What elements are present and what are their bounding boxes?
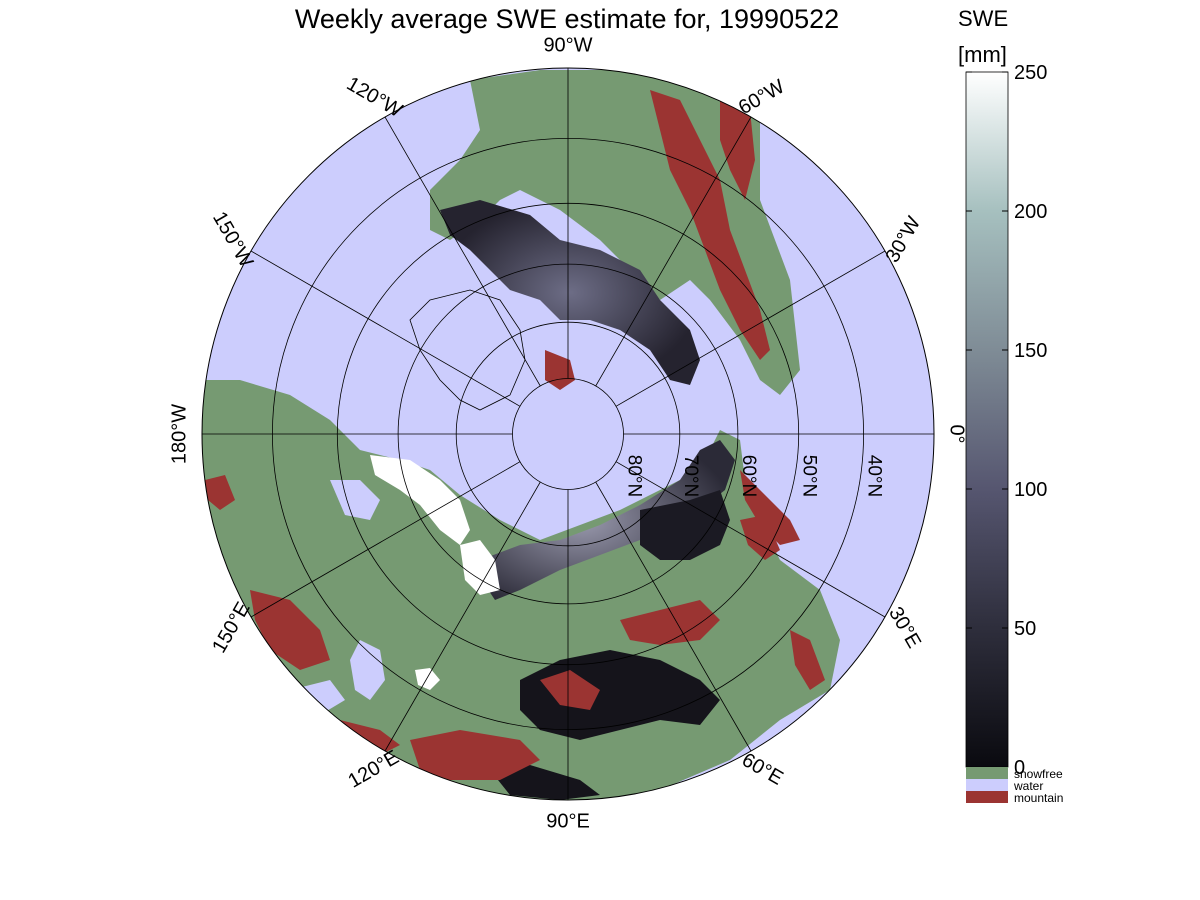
lat-label: 50°N — [799, 455, 820, 497]
mountain-iberia — [205, 475, 235, 510]
meridian-line — [595, 481, 752, 752]
colorbar: SWE [mm] 0 50 100 150 200 250 snowfreewatermo… — [958, 6, 1063, 805]
snow-himalaya — [490, 765, 600, 800]
lat-label: 40°N — [864, 455, 885, 497]
meridian-line — [250, 250, 521, 407]
colorbar-tick-label: 100 — [1014, 479, 1047, 501]
snow-east-siberia — [640, 490, 730, 560]
map-disc — [202, 68, 934, 800]
meridian-line — [615, 250, 886, 407]
legend-swatch-water — [966, 779, 1008, 791]
lat-label: 70°N — [680, 455, 701, 497]
colorbar-tick-label: 200 — [1014, 201, 1047, 223]
colorbar-title-unit: [mm] — [958, 42, 1007, 67]
meridian-line — [250, 461, 521, 618]
meridian-line — [384, 481, 541, 752]
colorbar-tick-label: 250 — [1014, 62, 1047, 84]
snow-canada-north — [440, 200, 700, 385]
legend-label-water: water — [1013, 779, 1043, 793]
snow-siberia — [480, 440, 735, 600]
lon-label: 90°E — [546, 810, 590, 832]
colorbar-tick-label: 150 — [1014, 340, 1047, 362]
graticule — [202, 68, 934, 800]
mountain-kamchatka — [740, 515, 780, 560]
colorbar-ticks: 0 50 100 150 200 250 — [966, 62, 1047, 779]
mountain-japan — [790, 630, 825, 690]
lon-label: 150°W — [208, 208, 257, 271]
legend-label-mountain: mountain — [1014, 791, 1063, 805]
mountain-baffin — [545, 350, 575, 390]
lon-label: 60°E — [738, 749, 787, 790]
mountain-rockies — [650, 90, 770, 360]
meridian-line — [384, 116, 541, 387]
lon-label: 60°W — [735, 76, 789, 120]
mountain-east-asia — [620, 600, 720, 645]
colorbar-tick-label: 50 — [1014, 618, 1036, 640]
lon-label: 30°E — [884, 603, 925, 652]
mountain-mongolia — [540, 670, 600, 710]
legend-label-snowfree: snowfree — [1014, 767, 1063, 781]
lon-label: 120°E — [344, 746, 402, 792]
lon-label: 120°W — [343, 73, 406, 122]
mountain-tibet — [410, 730, 540, 780]
snow-alps-white — [415, 668, 440, 690]
mountain-alaska — [740, 470, 800, 545]
baltic-sea — [330, 480, 380, 520]
lon-label: 180°W — [168, 404, 190, 464]
meridian-line — [595, 116, 752, 387]
lon-label: 0° — [946, 424, 968, 443]
colorbar-tick-label: 0 — [1014, 757, 1025, 779]
lat-label: 80°N — [623, 455, 644, 497]
map-border — [201, 67, 935, 801]
meridian-line — [615, 461, 886, 618]
snow-ural-white — [460, 540, 500, 595]
lon-label: 90°W — [543, 34, 592, 56]
lat-label: 60°N — [738, 455, 759, 497]
snow-scandinavia-white — [370, 455, 470, 545]
greenland-outline — [409, 289, 526, 411]
colorbar-gradient — [965, 71, 1009, 768]
caspian-sea — [350, 640, 385, 700]
colorbar-title-swe: SWE — [958, 6, 1008, 31]
lat-labels: 80°N 70°N 60°N 50°N 40°N — [623, 455, 884, 497]
north-america-landmass — [430, 70, 800, 395]
legend-swatch-mountain — [966, 791, 1008, 803]
map-title: Weekly average SWE estimate for, 1999052… — [294, 4, 840, 34]
legend-swatch-snowfree — [966, 767, 1008, 779]
lon-label: 150°E — [208, 598, 254, 656]
lon-label: 30°W — [882, 213, 926, 267]
